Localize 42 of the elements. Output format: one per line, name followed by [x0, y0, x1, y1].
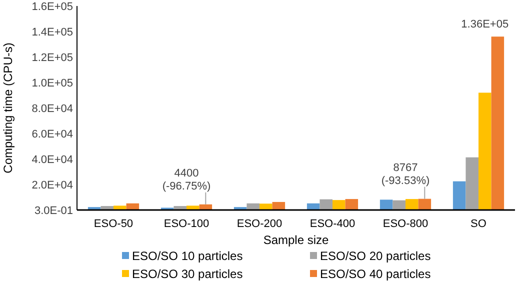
bar — [345, 199, 358, 210]
bar — [114, 206, 126, 210]
y-tick-label: 2.0E+04 — [32, 179, 73, 192]
bar — [452, 181, 466, 210]
x-axis-title: Sample size — [263, 233, 329, 247]
bar — [174, 206, 186, 210]
bar — [392, 200, 406, 210]
x-tick-label: ESO-400 — [310, 218, 356, 230]
bar — [260, 204, 272, 210]
bar — [320, 199, 332, 210]
y-tick-label: 1.0E+05 — [32, 77, 73, 90]
legend-label: ESO/SO 20 particles — [320, 249, 431, 264]
data-label: 1.36E+05 — [461, 18, 509, 31]
bar — [478, 92, 492, 210]
data-label: 8767 (-93.53%) — [381, 162, 430, 187]
x-tick-label: SO — [470, 218, 487, 230]
y-tick-label: 1.2E+05 — [32, 52, 73, 64]
bar — [406, 199, 418, 210]
y-tick-label: 8.0E+04 — [32, 102, 73, 115]
data-label: 4400 (-96.75%) — [162, 167, 211, 192]
bar — [272, 202, 286, 210]
legend-label: ESO/SO 30 particles — [132, 267, 243, 282]
x-tick-label: ESO-200 — [236, 218, 282, 230]
y-tick-label: 6.0E+04 — [32, 128, 73, 140]
legend-label: ESO/SO 40 particles — [320, 267, 431, 282]
bar — [186, 206, 200, 210]
bar — [418, 198, 432, 210]
y-tick-label: 4.0E+04 — [32, 154, 73, 166]
y-tick-label: 3.0E-01 — [34, 204, 73, 217]
bar — [380, 200, 393, 210]
x-tick-label: ESO-50 — [94, 218, 134, 230]
y-tick-label: 1.6E+05 — [32, 0, 73, 13]
y-tick-label: 1.4E+05 — [32, 26, 73, 38]
x-tick-label: ESO-100 — [164, 218, 210, 230]
bar — [491, 36, 504, 210]
bar — [246, 203, 260, 210]
bar — [466, 157, 478, 210]
legend-label: ESO/SO 10 particles — [132, 249, 243, 264]
x-tick-label: ESO-800 — [382, 218, 428, 230]
bar — [100, 206, 114, 210]
y-axis-title: Computing time (CPU-s) — [1, 42, 15, 174]
bar — [332, 200, 346, 210]
